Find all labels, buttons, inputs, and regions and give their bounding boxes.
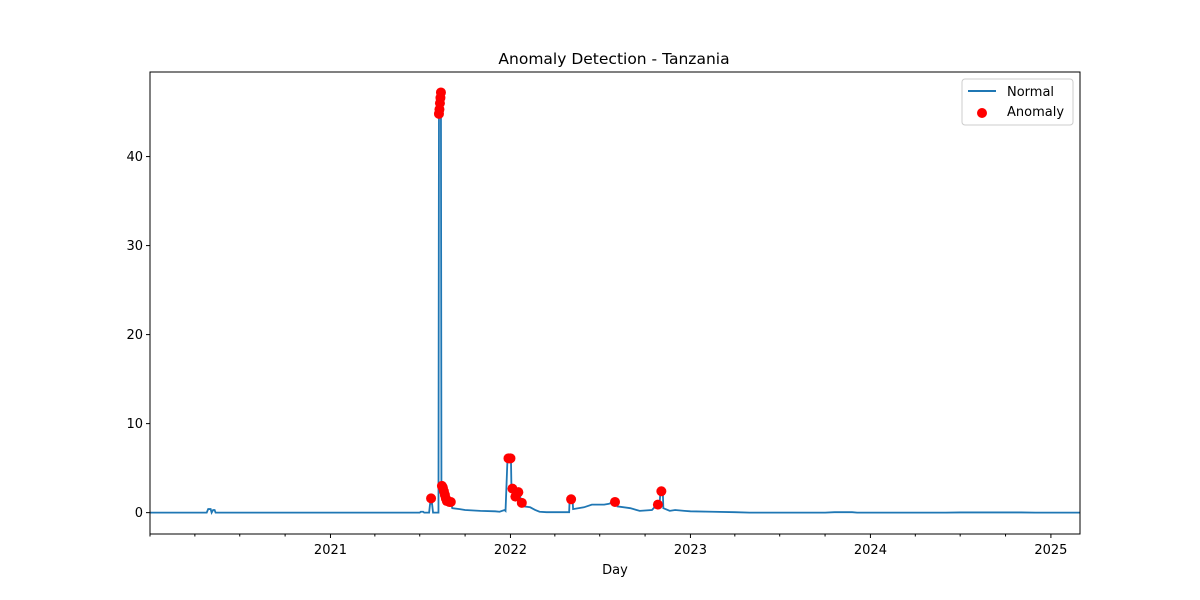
x-tick-label: 2023 bbox=[674, 543, 707, 558]
y-tick-label: 10 bbox=[126, 417, 143, 432]
y-tick-label: 20 bbox=[126, 328, 143, 343]
y-tick-label: 0 bbox=[135, 506, 143, 521]
legend-anomaly-swatch bbox=[977, 108, 987, 118]
anomaly-point bbox=[513, 487, 524, 498]
x-tick-label: 2024 bbox=[854, 543, 887, 558]
axes-frame bbox=[149, 71, 1081, 535]
anomaly-point bbox=[505, 453, 516, 464]
y-tick-label: 40 bbox=[126, 150, 143, 165]
y-tick-label: 30 bbox=[126, 239, 143, 254]
legend-anomaly-label: Anomaly bbox=[1007, 105, 1064, 120]
chart-title: Anomaly Detection - Tanzania bbox=[498, 50, 729, 68]
anomaly-point bbox=[516, 497, 527, 508]
y-axis: 0 10 20 30 40 bbox=[126, 150, 150, 521]
anomaly-point bbox=[566, 494, 577, 505]
x-tick-label: 2025 bbox=[1034, 543, 1067, 558]
x-axis-label: Day bbox=[602, 563, 628, 578]
x-axis: 2021 2022 2023 2024 2025 bbox=[149, 534, 1067, 558]
anomaly-point bbox=[652, 499, 663, 510]
x-tick-label: 2021 bbox=[314, 543, 347, 558]
anomaly-point bbox=[435, 87, 446, 98]
anomaly-point bbox=[656, 486, 667, 497]
anomaly-point bbox=[426, 493, 437, 504]
anomaly-point bbox=[445, 496, 456, 507]
legend-normal-label: Normal bbox=[1007, 85, 1054, 100]
anomaly-point bbox=[610, 496, 620, 507]
plot-area bbox=[150, 87, 1080, 515]
series-normal-line bbox=[150, 92, 1080, 515]
legend: Normal Anomaly bbox=[961, 78, 1074, 126]
x-tick-label: 2022 bbox=[494, 543, 527, 558]
